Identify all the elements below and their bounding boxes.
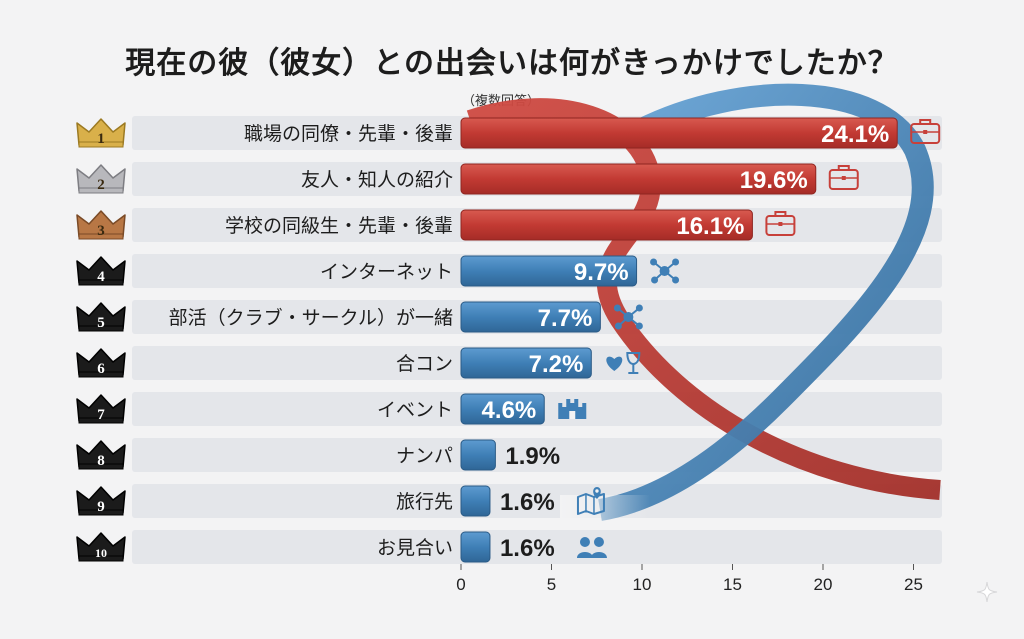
rank-number: 3 xyxy=(97,223,105,239)
value-label: 4.6% xyxy=(482,397,537,424)
bar xyxy=(460,301,601,333)
category-label: ナンパ xyxy=(396,445,453,467)
rank-crown-icon: 10 xyxy=(76,532,126,562)
rank-crown-icon: 2 xyxy=(76,164,126,194)
category-label: 学校の同級生・先輩・後輩 xyxy=(225,215,453,237)
rank-number: 5 xyxy=(97,315,105,331)
rank-crown-icon: 3 xyxy=(76,210,126,240)
sparkle-icon xyxy=(976,581,998,603)
rank-crown-icon: 6 xyxy=(76,348,126,378)
rank-crown-icon: 1 xyxy=(76,118,126,148)
rank-crown-icon: 5 xyxy=(76,302,126,332)
value-label: 1.6% xyxy=(500,535,555,562)
blue-ribbon xyxy=(598,83,934,521)
bar xyxy=(460,393,545,425)
castle-icon xyxy=(558,399,587,419)
x-tick-label: 10 xyxy=(633,575,652,594)
bar xyxy=(460,531,491,563)
rank-crown-icon: 4 xyxy=(76,256,126,286)
row-background xyxy=(132,530,942,564)
network-icon xyxy=(613,304,643,330)
x-tick-label: 5 xyxy=(547,575,556,594)
bar xyxy=(460,255,638,287)
x-tick-label: 15 xyxy=(723,575,742,594)
bar xyxy=(460,439,496,471)
rank-number: 4 xyxy=(97,269,105,285)
value-label: 1.6% xyxy=(500,489,555,516)
category-label: 職場の同僚・先輩・後輩 xyxy=(244,123,453,145)
briefcase-icon xyxy=(910,119,941,144)
heart-wine-icon xyxy=(606,352,641,374)
category-label: イベント xyxy=(377,399,453,421)
value-label: 9.7% xyxy=(574,259,629,286)
couple-icon xyxy=(576,537,607,558)
network-icon xyxy=(650,258,680,284)
x-axis: 0 5 10 15 20 25 xyxy=(456,564,923,594)
rank-number: 2 xyxy=(97,177,105,193)
category-label: 旅行先 xyxy=(396,491,453,513)
category-label: 合コン xyxy=(396,353,453,375)
x-tick-label: 25 xyxy=(904,575,923,594)
briefcase-icon xyxy=(828,165,859,190)
x-tick-label: 20 xyxy=(814,575,833,594)
category-label: お見合い xyxy=(377,537,453,559)
map-icon xyxy=(576,487,605,515)
value-label: 19.6% xyxy=(740,167,808,194)
rank-number: 9 xyxy=(97,499,105,515)
rank-number: 8 xyxy=(97,453,105,469)
rank-crown-icon: 8 xyxy=(76,440,126,470)
x-tick-label: 0 xyxy=(456,575,465,594)
bar xyxy=(460,209,753,241)
rank-number: 1 xyxy=(97,131,105,147)
value-label: 1.9% xyxy=(505,443,560,470)
row-background xyxy=(132,484,942,518)
rank-number: 6 xyxy=(97,361,105,377)
bar xyxy=(460,347,592,379)
rank-crown-icon: 7 xyxy=(76,394,126,424)
bar xyxy=(460,163,817,195)
bar xyxy=(460,485,491,517)
rank-number: 10 xyxy=(95,546,107,560)
value-label: 24.1% xyxy=(821,121,889,148)
value-label: 7.2% xyxy=(529,351,584,378)
rank-crown-icon: 9 xyxy=(76,486,126,516)
value-label: 16.1% xyxy=(676,213,744,240)
category-label: 友人・知人の紹介 xyxy=(301,169,453,191)
value-label: 7.7% xyxy=(538,305,593,332)
bar xyxy=(460,117,898,149)
category-label: 部活（クラブ・サークル）が一緒 xyxy=(169,306,453,329)
category-label: インターネット xyxy=(320,261,453,283)
chart-title: 現在の彼（彼女）との出会いは何がきっかけでしたか？ xyxy=(125,46,899,81)
rank-number: 7 xyxy=(97,407,105,423)
briefcase-icon xyxy=(765,211,796,236)
